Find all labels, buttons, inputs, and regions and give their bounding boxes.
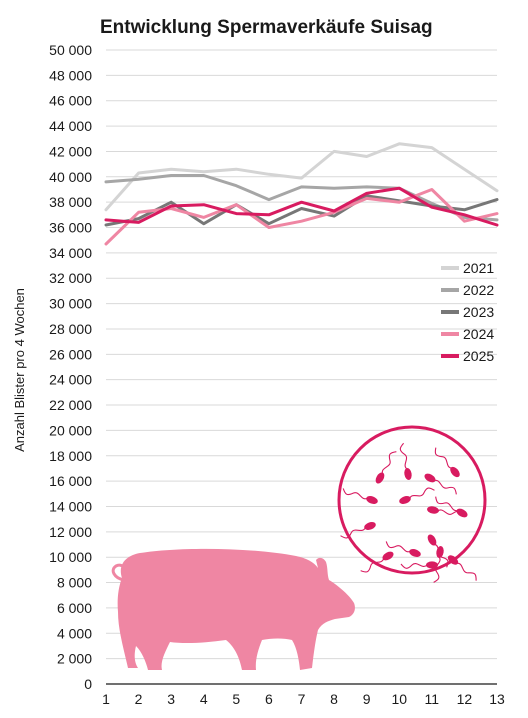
legend-label-2021: 2021 <box>463 260 494 276</box>
sperm-cell <box>434 447 460 478</box>
y-tick-label: 2 000 <box>57 651 92 667</box>
pig-tail <box>111 563 127 582</box>
sperm-circle <box>337 425 487 575</box>
legend-label-2023: 2023 <box>463 304 494 320</box>
y-tick-label: 42 000 <box>49 143 92 159</box>
sperm-cell <box>385 541 421 557</box>
sperm-cell <box>360 551 394 573</box>
x-tick-label: 1 <box>102 691 110 707</box>
series-line-2021 <box>104 142 499 212</box>
y-tick-label: 12 000 <box>49 524 92 540</box>
y-tick-label: 32 000 <box>49 270 92 286</box>
x-tick-labels: 1 2 3 4 5 6 7 8 9 10 11 12 13 <box>102 691 505 707</box>
y-axis-label: Anzahl Blister pro 4 Wochen <box>12 288 27 452</box>
y-tick-label: 18 000 <box>49 448 92 464</box>
pig-body <box>117 548 355 670</box>
y-tick-label: 0 <box>84 676 92 692</box>
legend-label-2024: 2024 <box>463 326 494 342</box>
x-tick-label: 11 <box>425 691 440 707</box>
y-tick-label: 50 000 <box>49 42 92 58</box>
sperm-cell <box>427 534 449 568</box>
x-tick-label: 3 <box>167 691 175 707</box>
y-tick-label: 14 000 <box>49 498 92 514</box>
y-tick-label: 28 000 <box>49 321 92 337</box>
sperm-circle-illustration <box>337 425 487 583</box>
series-line-2024 <box>104 188 499 246</box>
series-line-2025 <box>104 186 499 227</box>
y-tick-label: 46 000 <box>49 93 92 109</box>
sperm-cell <box>433 546 444 583</box>
y-tick-label: 8 000 <box>57 575 92 591</box>
sperm-cell <box>447 555 477 581</box>
x-tick-label: 9 <box>363 691 371 707</box>
sperm-cell <box>400 561 438 569</box>
y-tick-label: 6 000 <box>57 600 92 616</box>
legend-label-2025: 2025 <box>463 348 494 364</box>
y-tick-label: 34 000 <box>49 245 92 261</box>
y-tick-label: 48 000 <box>49 67 92 83</box>
legend: 2021 2022 2023 2024 2025 <box>441 260 494 364</box>
legend-label-2022: 2022 <box>463 282 494 298</box>
y-tick-labels: 0 2 000 4 000 6 000 8 000 10 000 12 000 14 000 1… <box>49 42 92 692</box>
sperm-cell <box>340 522 376 539</box>
y-tick-label: 4 000 <box>57 625 92 641</box>
y-tick-label: 44 000 <box>49 118 92 134</box>
y-tick-label: 26 000 <box>49 346 92 362</box>
y-tick-label: 10 000 <box>49 549 92 565</box>
y-tick-label: 22 000 <box>49 397 92 413</box>
series-lines <box>104 142 499 246</box>
sperm-cells <box>340 442 477 583</box>
x-tick-label: 5 <box>232 691 240 707</box>
chart-title: Entwicklung Spermaverkäufe Suisag <box>100 17 433 38</box>
x-tick-label: 10 <box>391 691 407 707</box>
sperm-cell <box>399 487 435 504</box>
x-tick-label: 8 <box>330 691 338 707</box>
sperm-cell <box>399 442 412 480</box>
y-tick-label: 30 000 <box>49 296 92 312</box>
y-tick-label: 24 000 <box>49 372 92 388</box>
series-line-2022 <box>104 174 499 222</box>
sperm-cell <box>342 488 378 504</box>
sperm-cell <box>435 496 468 518</box>
sperm-cell <box>375 451 397 484</box>
x-tick-label: 12 <box>457 691 473 707</box>
y-tick-label: 16 000 <box>49 473 92 489</box>
x-tick-label: 4 <box>200 691 208 707</box>
y-tick-label: 20 000 <box>49 422 92 438</box>
x-tick-label: 13 <box>489 691 505 707</box>
x-tick-label: 6 <box>265 691 273 707</box>
y-tick-label: 38 000 <box>49 194 92 210</box>
y-tick-label: 36 000 <box>49 220 92 236</box>
pig-illustration <box>111 548 355 670</box>
y-tick-label: 40 000 <box>49 169 92 185</box>
x-tick-label: 2 <box>135 691 143 707</box>
x-tick-label: 7 <box>298 691 306 707</box>
sperm-cell <box>424 473 457 495</box>
